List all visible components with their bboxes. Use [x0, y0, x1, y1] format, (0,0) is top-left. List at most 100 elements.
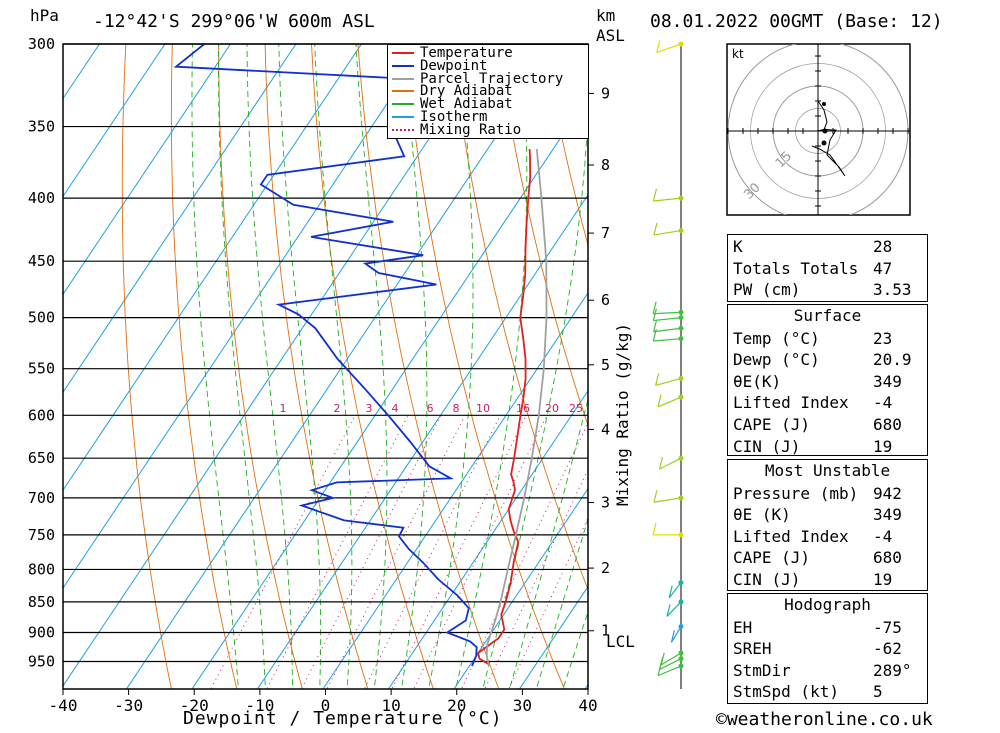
- pressure-tick-label: 800: [28, 560, 55, 578]
- hodograph-indices: Hodograph EH -75 SREH -62 StmDir 289° StmSpd (k…: [727, 593, 928, 704]
- isotherm-line: [387, 389, 588, 689]
- x-axis-title: Dewpoint / Temperature (°C): [183, 708, 503, 729]
- isotherm-line: [63, 44, 232, 296]
- legend-item: Isotherm: [392, 110, 487, 124]
- x-tick-label: 0: [321, 696, 331, 715]
- mixing-ratio-label: 25: [569, 402, 583, 415]
- index-value: -4: [873, 393, 893, 413]
- index-value: 349: [873, 371, 902, 391]
- index-row: SREH -62: [728, 637, 927, 659]
- index-value: -4: [873, 526, 893, 546]
- wind-barb-dot: [678, 315, 684, 321]
- wind-barb-feather: [652, 188, 658, 202]
- legend-swatch: [392, 77, 414, 80]
- pressure-tick-label: 300: [28, 35, 55, 53]
- index-row: Pressure (mb) 942: [728, 482, 927, 504]
- isotherm-line: [453, 487, 588, 689]
- hodograph-origin-dot: [822, 128, 828, 134]
- index-label: StmSpd (kt): [733, 682, 839, 702]
- wind-barb-dot: [678, 650, 684, 656]
- x-tick-label: -40: [49, 696, 78, 715]
- index-label: CIN (J): [733, 569, 801, 589]
- wind-barb-shaft: [666, 601, 682, 617]
- wind-barb-feather: [670, 630, 676, 643]
- isotherm-line: [63, 44, 101, 100]
- wind-barb: [653, 222, 684, 236]
- wind-barb: [653, 490, 684, 503]
- wind-barb-feather: [652, 308, 658, 321]
- wet-adiabat-line: [246, 44, 293, 689]
- index-label: Dewp (°C): [733, 350, 820, 370]
- wind-barb-feather: [668, 585, 673, 599]
- wet-adiabat-line: [217, 44, 266, 689]
- mixing-ratio-line: [484, 468, 588, 689]
- storm-motion-dot: [821, 140, 827, 146]
- most-unstable-indices: Most Unstable Pressure (mb) 942 θE (K) 349 Li…: [727, 459, 928, 591]
- pressure-tick-label: 950: [28, 652, 55, 670]
- wind-barb: [652, 522, 684, 538]
- km-tick-label: 7: [601, 224, 610, 242]
- wind-barb: [656, 40, 684, 53]
- index-row: CIN (J) 19: [728, 568, 927, 590]
- wind-barb: [655, 373, 684, 387]
- isotherm-line: [256, 193, 588, 689]
- index-row: Lifted Index -4: [728, 525, 927, 547]
- pressure-tick-label: 500: [28, 309, 55, 327]
- wind-barb-dot: [678, 325, 684, 331]
- legend-item: Temperature: [392, 45, 513, 61]
- legend-label: Dry Adiabat: [420, 83, 513, 100]
- asl-label: ASL: [596, 26, 625, 45]
- legend-item: Mixing Ratio: [392, 121, 522, 138]
- legend-swatch: [392, 103, 414, 106]
- indices-section-title: Surface: [793, 306, 862, 325]
- index-row: StmSpd (kt) 5: [728, 680, 927, 702]
- index-label: Temp (°C): [733, 328, 820, 348]
- index-value: 942: [873, 483, 902, 503]
- indices-section-title: Most Unstable: [764, 461, 891, 480]
- index-value: 5: [873, 682, 883, 702]
- index-label: Lifted Index: [733, 393, 849, 413]
- axes: 1 2 3 4 6 8 10 16 20 2530035040045050055060065070…: [28, 35, 610, 715]
- x-tick-label: -30: [114, 696, 143, 715]
- mixing-ratio-label: 6: [427, 402, 434, 415]
- wind-barb-feather: [653, 319, 658, 332]
- wind-barb-dot: [678, 195, 684, 201]
- mixing-ratio-label: 10: [476, 402, 490, 415]
- pressure-tick-label: 600: [28, 406, 55, 424]
- wet-adiabat-line: [355, 44, 388, 689]
- plot-frame: [62, 43, 589, 690]
- index-row: Totals Totals 47: [728, 257, 927, 279]
- hodograph-point: [822, 102, 826, 106]
- isotherm-line: [63, 44, 166, 198]
- legend-label: Mixing Ratio: [420, 121, 522, 138]
- index-label: CIN (J): [733, 436, 801, 456]
- index-row: Lifted Index -4: [728, 391, 927, 413]
- index-value: -62: [873, 639, 902, 659]
- wet-adiabat-line: [191, 44, 239, 689]
- wind-barb-shaft: [657, 396, 682, 408]
- lcl-label: LCL: [606, 632, 635, 651]
- x-tick-label: 40: [578, 696, 597, 715]
- wind-barb-dot: [678, 532, 684, 538]
- legend-label: Dewpoint: [420, 57, 488, 74]
- wind-barb-dot: [678, 656, 684, 662]
- wind-barb: [652, 188, 684, 202]
- legend: Temperature Dewpoint Parcel Trajectory Dry …: [387, 44, 589, 139]
- wind-barb-shaft: [653, 327, 682, 333]
- index-row: θE(K) 349: [728, 370, 927, 392]
- wind-barb-shaft: [653, 311, 682, 315]
- pressure-tick-label: 850: [28, 593, 55, 611]
- wind-barb-dot: [678, 41, 684, 47]
- mixing-ratio-line: [326, 415, 466, 689]
- hodograph-unit-label: kt: [732, 47, 744, 61]
- x-tick-label: 10: [381, 696, 400, 715]
- legend-item: Dewpoint: [392, 57, 488, 74]
- dry-adiabat-line: [170, 44, 238, 689]
- x-tick-label: 20: [447, 696, 466, 715]
- legend-label: Temperature: [420, 45, 513, 61]
- pressure-tick-label: 550: [28, 360, 55, 378]
- series-parcel-trajectory: [485, 149, 548, 667]
- legend-swatch: [392, 52, 414, 54]
- wind-barb-feather: [655, 373, 660, 386]
